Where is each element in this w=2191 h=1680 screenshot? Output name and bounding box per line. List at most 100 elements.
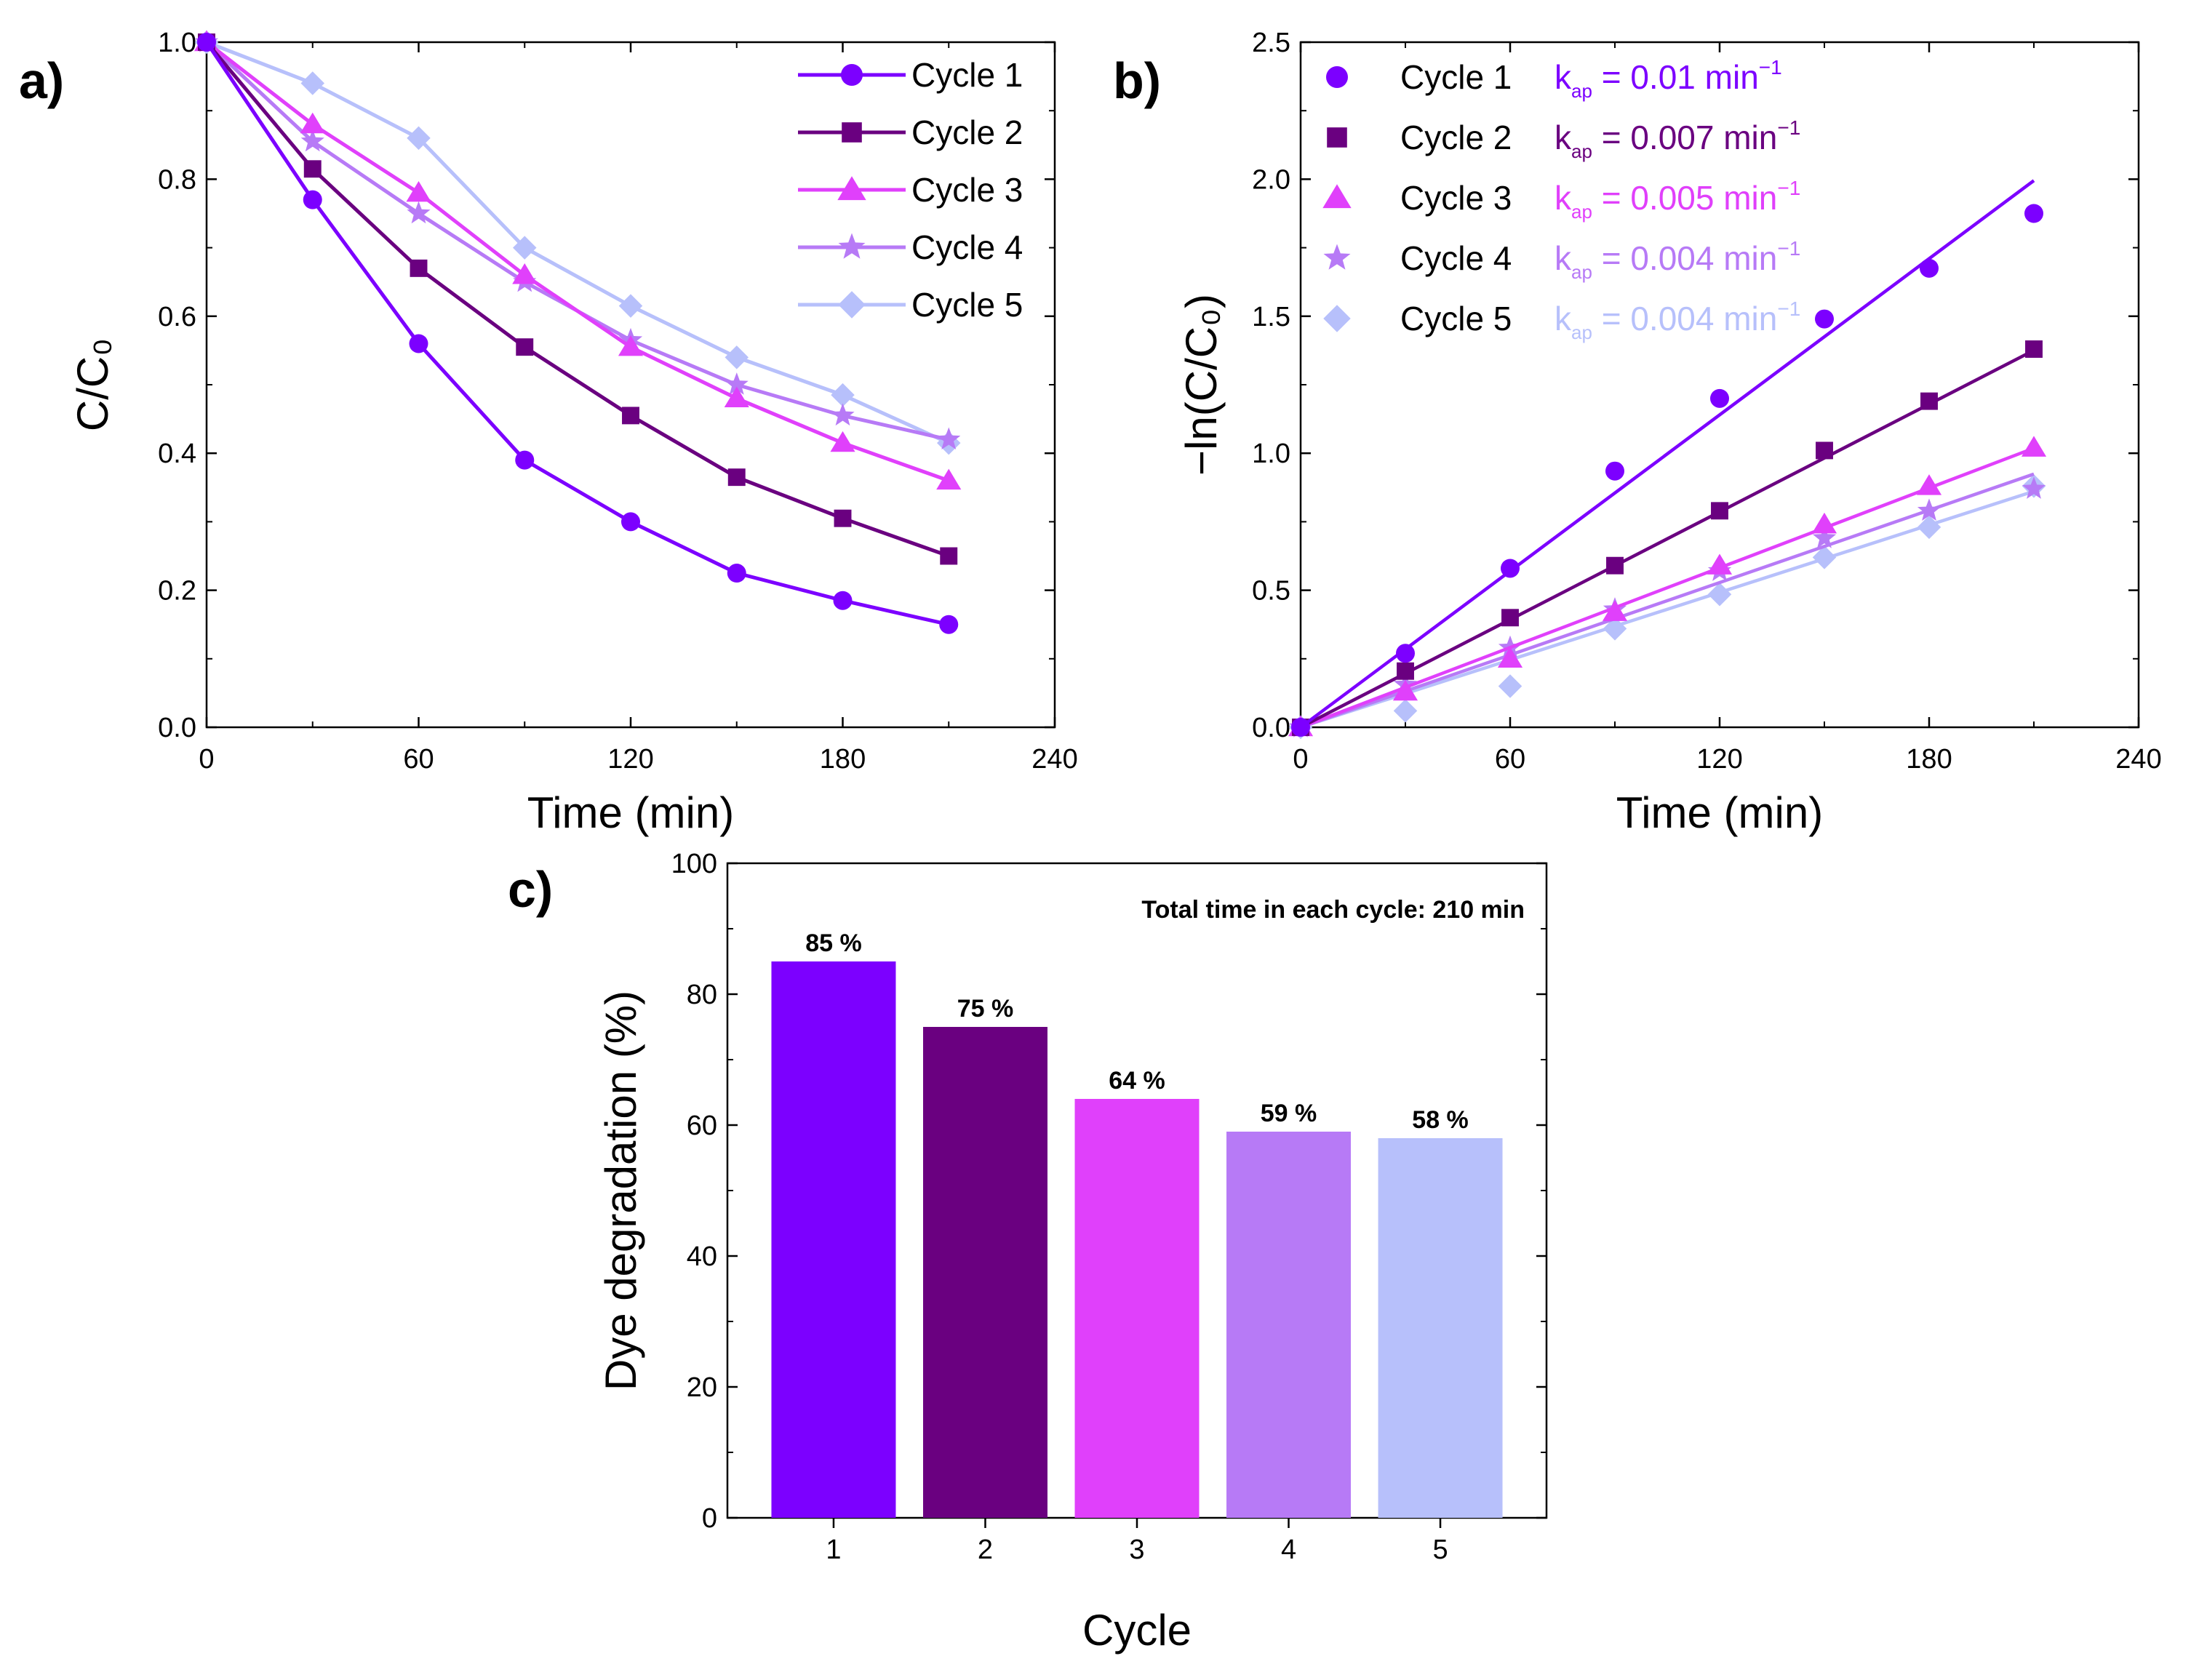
data-point-b-shape — [1497, 647, 1523, 668]
kap-subscript: ap — [1571, 140, 1592, 162]
kap-symbol: k — [1555, 179, 1572, 217]
legend-a: Cycle 1 Cycle 2 Cycle 3 Cycle 4 Cycle 5 — [798, 56, 1023, 324]
fit-line-b-cycle-3 — [1300, 447, 2035, 729]
data-point-a — [833, 591, 853, 610]
kap-value: = 0.004 min — [1592, 239, 1777, 277]
data-point-b-shape — [2025, 340, 2043, 358]
kap-value: = 0.004 min — [1592, 300, 1777, 337]
data-point-a-shape — [830, 431, 855, 452]
kap-symbol: k — [1555, 119, 1572, 156]
kap-value: = 0.007 min — [1592, 119, 1777, 156]
x-tick-label-a: 0 — [199, 744, 214, 775]
series-b-cycle-1 — [1291, 179, 2043, 737]
x-tick-label-b: 60 — [1495, 744, 1525, 775]
data-point-a-shape — [939, 615, 959, 634]
legend-marker-b-shape — [1323, 244, 1351, 270]
x-tick-label-b: 240 — [2115, 744, 2161, 775]
data-point-b — [1811, 512, 1837, 534]
kap-symbol: k — [1555, 58, 1572, 96]
data-point-a-shape — [512, 263, 538, 284]
data-point-b-shape — [2021, 436, 2047, 457]
data-point-b-shape — [1392, 679, 1418, 701]
data-point-b — [2024, 204, 2043, 223]
data-point-a — [516, 338, 534, 356]
legend-label-a: Cycle 4 — [911, 228, 1023, 266]
data-point-b-shape — [2024, 204, 2043, 223]
kap-superscript: −1 — [1777, 177, 1800, 199]
data-point-a-shape — [831, 383, 855, 407]
series-b-cycle-5 — [1288, 474, 2046, 740]
data-point-a — [727, 564, 746, 583]
x-tick-label-a: 180 — [820, 744, 866, 775]
y-tick-label-c: 60 — [687, 1111, 717, 1141]
y-tick-label-b: 1.5 — [1252, 302, 1290, 332]
data-point-a-shape — [727, 564, 746, 583]
data-point-b-shape — [1917, 515, 1941, 540]
kap-label-b: kap = 0.01 min−1 — [1555, 56, 1782, 102]
bar-cycle-1 — [771, 961, 896, 1518]
data-point-b-shape — [1605, 461, 1624, 481]
y-tick-label-b: 1.0 — [1252, 439, 1290, 469]
data-point-b-shape — [1501, 559, 1520, 578]
data-point-a-shape — [407, 126, 431, 151]
data-point-b — [1291, 718, 1310, 737]
bar-data-label: 58 % — [1412, 1106, 1469, 1134]
bar-data-label: 64 % — [1109, 1067, 1165, 1095]
data-point-a — [937, 427, 961, 449]
data-point-a-shape — [406, 180, 431, 202]
data-point-b — [1917, 498, 1941, 521]
kap-value: = 0.01 min — [1592, 58, 1759, 96]
fit-line-b-cycle-4 — [1300, 472, 2035, 729]
data-point-b — [1606, 556, 1624, 575]
legend-marker-a-shape — [838, 233, 866, 259]
data-point-b — [1812, 526, 1837, 548]
legend-marker-b — [1323, 305, 1351, 332]
x-tick-label-a: 240 — [1031, 744, 1077, 775]
legend-marker-b — [1322, 184, 1352, 209]
data-point-b — [1707, 583, 1732, 607]
legend-marker-a — [838, 233, 866, 259]
data-point-a — [724, 386, 749, 408]
data-point-a-shape — [300, 71, 324, 95]
y-tick-label-a: 0.4 — [158, 439, 196, 469]
fit-line-b-cycle-5 — [1300, 489, 2035, 729]
legend-label-a: Cycle 5 — [911, 286, 1023, 324]
data-point-a — [618, 335, 644, 356]
legend-label-b: Cycle 4 — [1400, 239, 1512, 277]
data-point-b-shape — [1501, 609, 1519, 627]
data-point-a — [407, 201, 431, 224]
data-point-a — [300, 112, 325, 134]
data-point-b-shape — [1811, 512, 1837, 534]
legend-marker-a-shape — [842, 122, 862, 143]
kap-subscript: ap — [1571, 201, 1592, 223]
kap-label-b: kap = 0.004 min−1 — [1555, 297, 1800, 343]
data-point-b-shape — [1603, 617, 1627, 641]
series-line-a-cycle-3 — [205, 41, 950, 483]
legend-marker-a-shape — [841, 64, 863, 86]
kap-value: = 0.005 min — [1592, 179, 1777, 217]
data-point-a — [409, 334, 428, 353]
data-point-a-shape — [940, 547, 958, 565]
data-point-a — [513, 236, 537, 260]
data-point-b — [1498, 674, 1522, 698]
data-point-b-shape — [1498, 674, 1522, 698]
series-a-cycle-5 — [194, 30, 961, 455]
series-line-a-cycle-2 — [205, 41, 950, 558]
data-point-b-shape — [1816, 441, 1833, 460]
bar-cycle-4 — [1226, 1132, 1352, 1518]
data-point-a-shape — [407, 201, 431, 224]
data-point-a — [300, 129, 324, 152]
legend-marker-b-shape — [1327, 127, 1347, 148]
kap-label-b: kap = 0.004 min−1 — [1555, 237, 1800, 283]
data-point-b-shape — [1920, 258, 1939, 278]
legend-label-a: Cycle 1 — [911, 56, 1023, 94]
x-tick-label-c: 5 — [1432, 1535, 1448, 1565]
x-tick-label-a: 60 — [403, 744, 434, 775]
kap-superscript: −1 — [1777, 116, 1800, 139]
data-point-a — [406, 180, 431, 202]
data-point-a-shape — [300, 112, 325, 134]
data-point-b-shape — [1291, 718, 1310, 737]
kap-superscript: −1 — [1777, 237, 1800, 260]
